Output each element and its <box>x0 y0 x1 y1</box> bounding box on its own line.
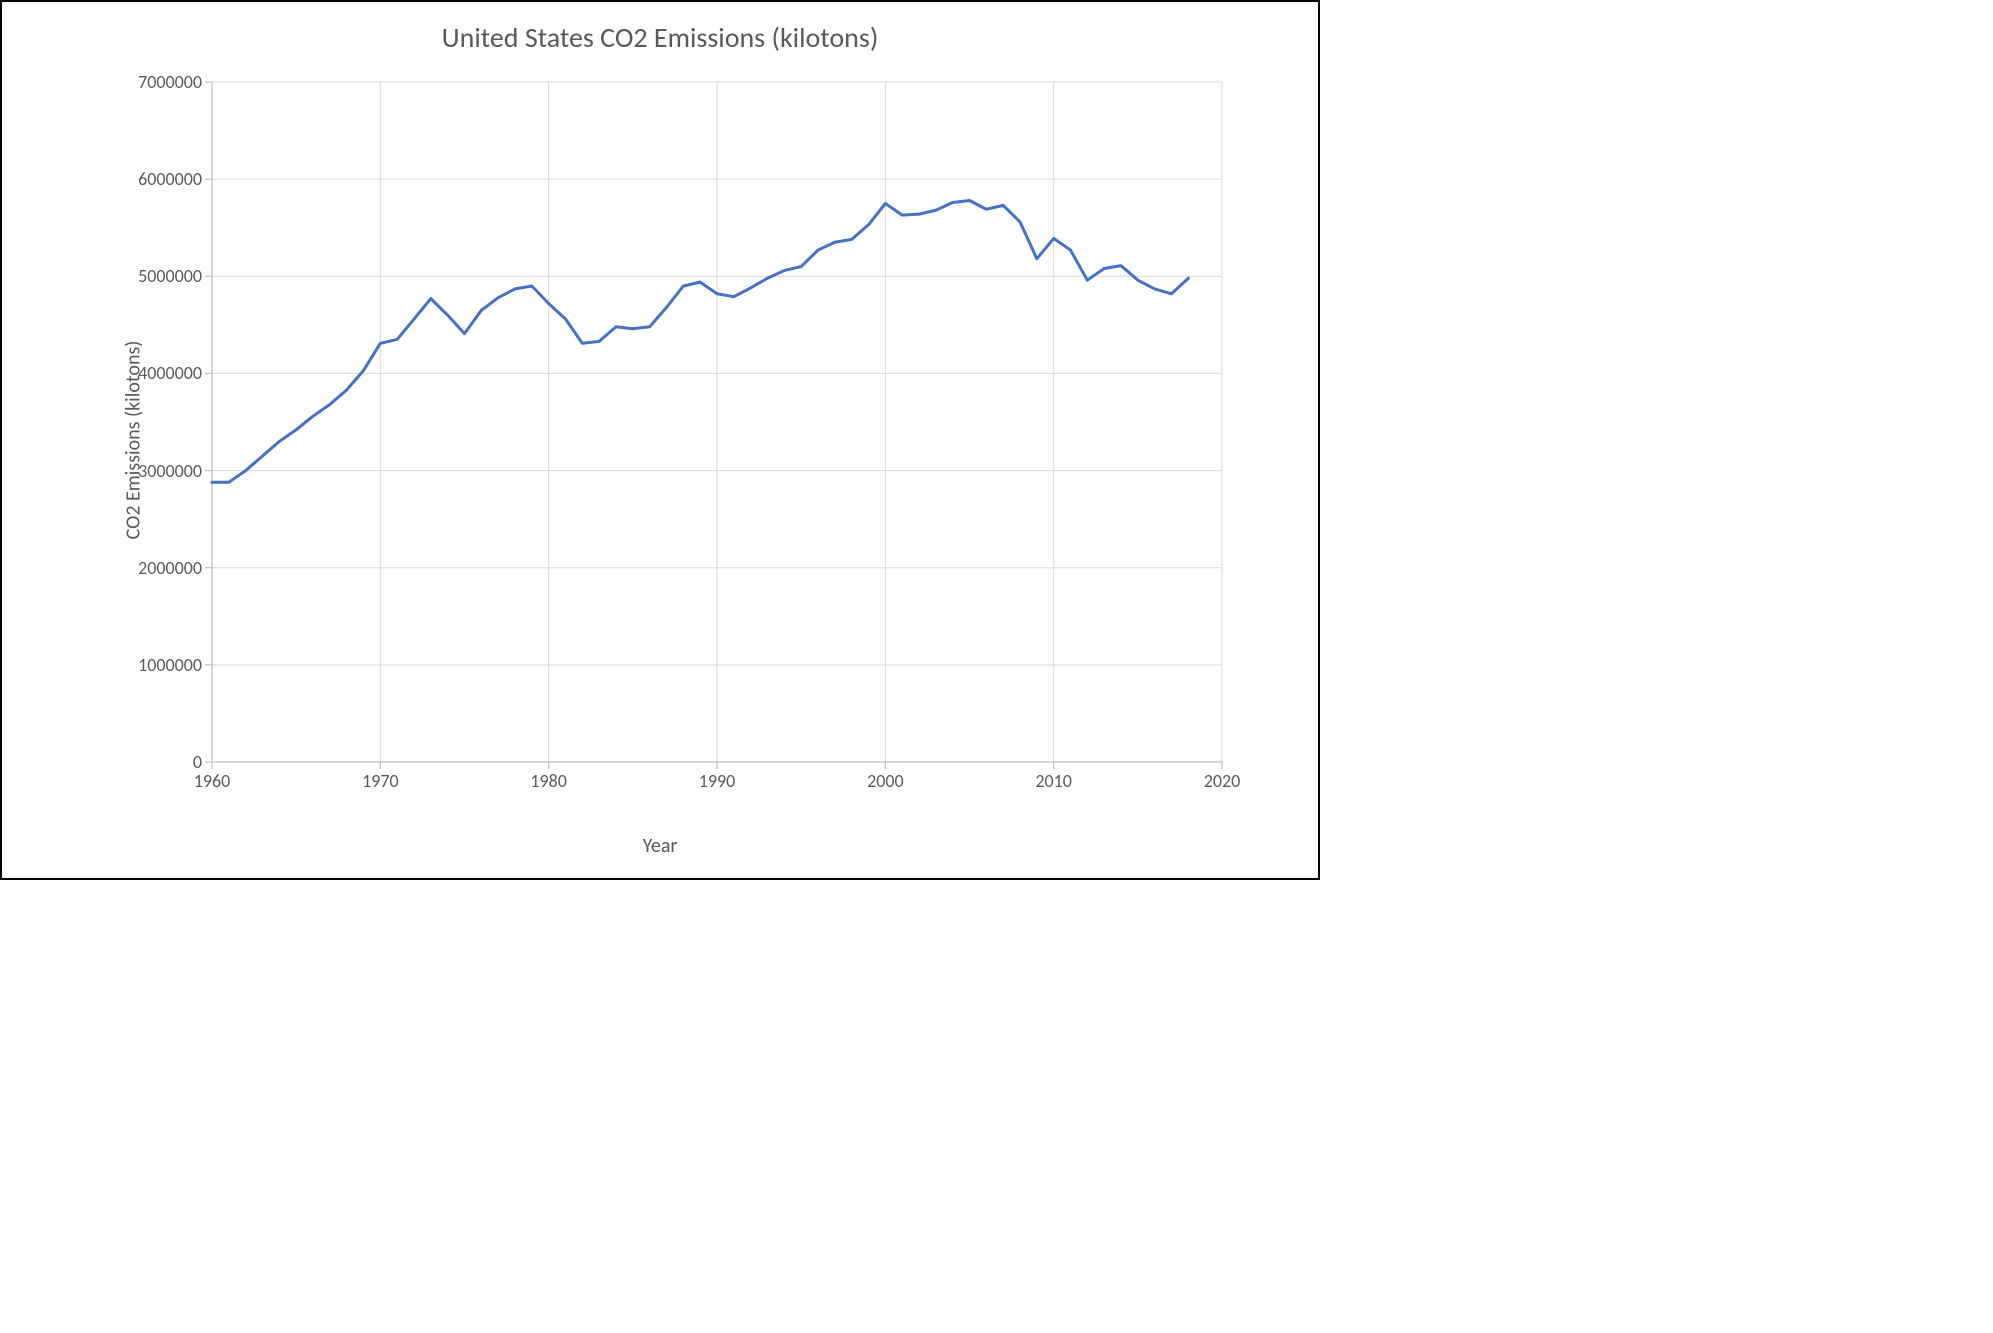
plot-area: 0100000020000003000000400000050000006000… <box>212 82 1222 762</box>
x-tick-label: 1970 <box>362 770 399 792</box>
plot-svg <box>212 82 1222 762</box>
y-tick-label: 7000000 <box>138 71 202 93</box>
x-tick-label: 1960 <box>194 770 231 792</box>
x-tick-label: 2010 <box>1035 770 1072 792</box>
y-tick-label: 3000000 <box>138 460 202 482</box>
x-tick-label: 2020 <box>1204 770 1241 792</box>
x-tick-label: 1980 <box>530 770 567 792</box>
y-tick-label: 4000000 <box>138 362 202 384</box>
data-line <box>212 201 1188 483</box>
x-tick-label: 2000 <box>867 770 904 792</box>
chart-frame: United States CO2 Emissions (kilotons) C… <box>0 0 1320 880</box>
y-tick-label: 5000000 <box>138 265 202 287</box>
x-axis-title: Year <box>2 834 1318 858</box>
y-tick-label: 2000000 <box>138 557 202 579</box>
chart-title: United States CO2 Emissions (kilotons) <box>2 20 1318 55</box>
y-tick-label: 6000000 <box>138 168 202 190</box>
x-tick-label: 1990 <box>699 770 736 792</box>
y-tick-label: 1000000 <box>138 654 202 676</box>
